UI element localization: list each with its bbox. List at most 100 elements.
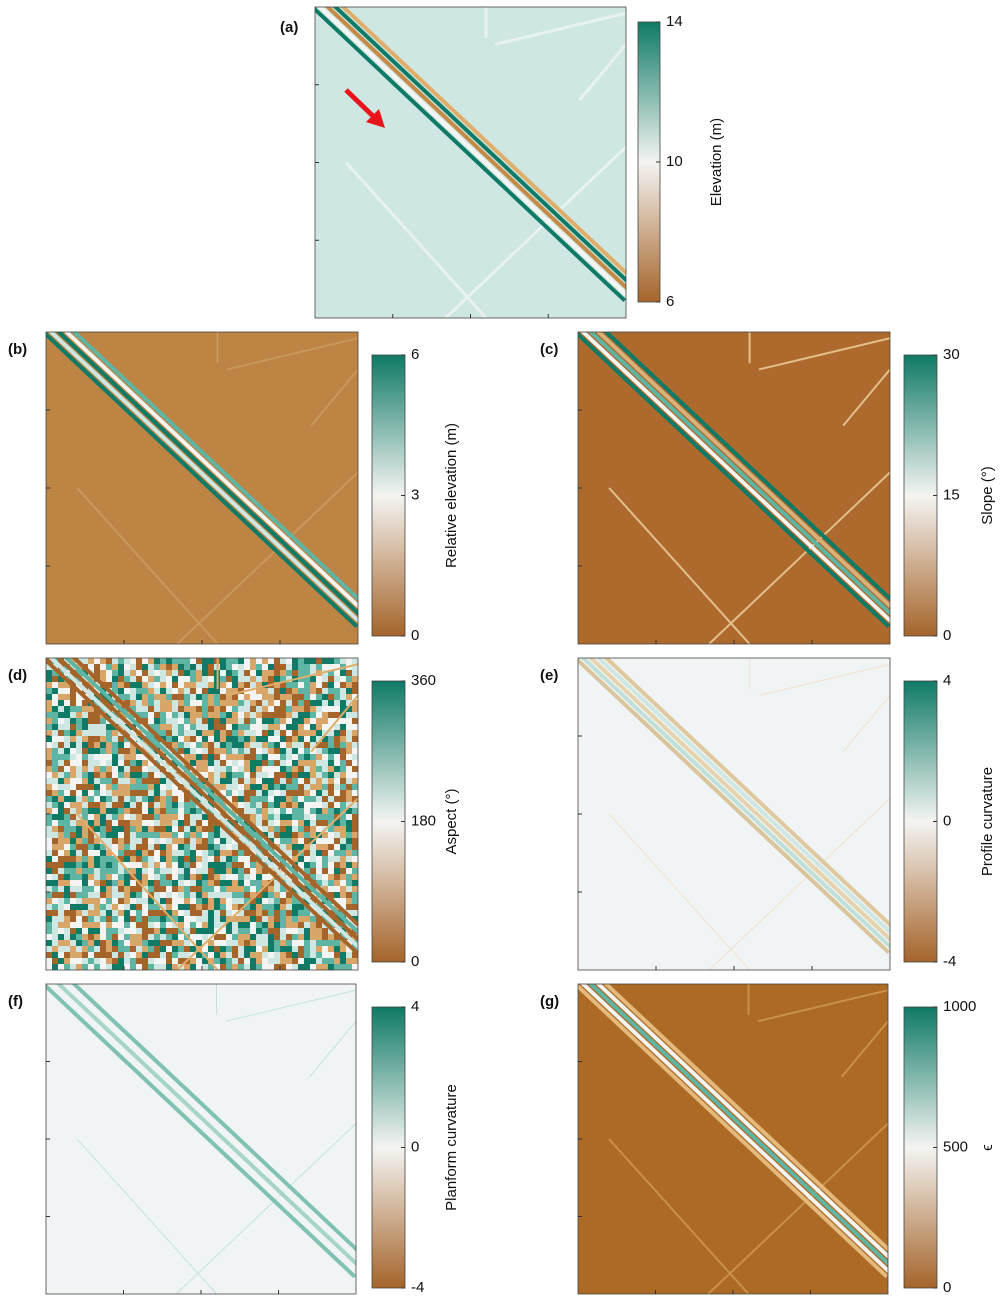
raster-cell [304, 796, 311, 803]
raster-cell [184, 838, 191, 845]
raster-cell [334, 832, 341, 839]
raster-cell [268, 832, 275, 839]
colorbar-tick-label: 4 [411, 998, 419, 1015]
raster-cell [148, 832, 155, 839]
raster-cell [214, 856, 221, 863]
raster-cell [166, 670, 173, 677]
raster-cell [136, 868, 143, 875]
raster-cell [262, 904, 269, 911]
raster-cell [328, 838, 335, 845]
raster-cell [292, 682, 299, 689]
raster-cell [94, 844, 101, 851]
raster-cell [52, 880, 59, 887]
raster-cell [82, 748, 89, 755]
raster-cell [328, 856, 335, 863]
raster-cell [136, 952, 143, 959]
raster-cell [76, 868, 83, 875]
raster-cell [226, 742, 233, 749]
raster-cell [76, 916, 83, 923]
raster-cell [208, 670, 215, 677]
raster-cell [124, 898, 131, 905]
raster-cell [268, 670, 275, 677]
raster-cell [118, 760, 125, 767]
raster-cell [202, 706, 209, 713]
raster-cell [250, 676, 257, 683]
raster-cell [178, 802, 185, 809]
raster-cell [250, 742, 257, 749]
raster-cell [64, 760, 71, 767]
raster-cell [220, 868, 227, 875]
raster-cell [256, 922, 263, 929]
raster-cell [58, 844, 65, 851]
raster-cell [106, 916, 113, 923]
raster-cell [232, 742, 239, 749]
raster-cell [220, 856, 227, 863]
raster-cell [262, 820, 269, 827]
raster-cell [274, 706, 281, 713]
raster-cell [64, 796, 71, 803]
raster-cell [58, 892, 65, 899]
raster-cell [88, 844, 95, 851]
raster-cell [268, 730, 275, 737]
raster-cell [220, 772, 227, 779]
raster-cell [154, 790, 161, 797]
raster-cell [184, 964, 191, 971]
raster-cell [226, 706, 233, 713]
raster-cell [292, 778, 299, 785]
raster-cell [94, 766, 101, 773]
raster-cell [76, 700, 83, 707]
raster-cell [52, 772, 59, 779]
raster-cell [178, 862, 185, 869]
raster-cell [124, 826, 131, 833]
raster-cell [178, 868, 185, 875]
raster-cell [268, 964, 275, 971]
raster-cell [226, 946, 233, 953]
raster-cell [166, 862, 173, 869]
raster-cell [52, 736, 59, 743]
raster-cell [190, 706, 197, 713]
raster-cell [214, 694, 221, 701]
raster-cell [292, 790, 299, 797]
raster-cell [262, 922, 269, 929]
raster-cell [352, 838, 359, 845]
raster-cell [46, 940, 53, 947]
raster-cell [76, 826, 83, 833]
raster-cell [316, 814, 323, 821]
raster-cell [334, 748, 341, 755]
raster-cell [286, 898, 293, 905]
raster-cell [148, 874, 155, 881]
raster-cell [286, 940, 293, 947]
raster-cell [154, 928, 161, 935]
raster-cell [46, 946, 53, 953]
raster-cell [352, 874, 359, 881]
raster-cell [292, 670, 299, 677]
raster-cell [70, 832, 77, 839]
raster-cell [160, 820, 167, 827]
raster-cell [304, 730, 311, 737]
raster-cell [244, 784, 251, 791]
raster-cell [88, 856, 95, 863]
raster-cell [82, 760, 89, 767]
raster-cell [244, 802, 251, 809]
raster-cell [280, 664, 287, 671]
raster-cell [286, 754, 293, 761]
raster-cell [166, 814, 173, 821]
raster-cell [148, 712, 155, 719]
raster-cell [274, 838, 281, 845]
raster-cell [214, 892, 221, 899]
raster-cell [166, 898, 173, 905]
raster-cell [106, 676, 113, 683]
raster-cell [130, 814, 137, 821]
raster-cell [340, 958, 347, 965]
raster-cell [244, 862, 251, 869]
raster-cell [244, 940, 251, 947]
raster-cell [340, 718, 347, 725]
raster-cell [112, 964, 119, 971]
raster-cell [154, 850, 161, 857]
raster-cell [82, 886, 89, 893]
raster-cell [334, 742, 341, 749]
raster-cell [172, 796, 179, 803]
raster-cell [298, 808, 305, 815]
raster-cell [322, 694, 329, 701]
raster-cell [70, 892, 77, 899]
